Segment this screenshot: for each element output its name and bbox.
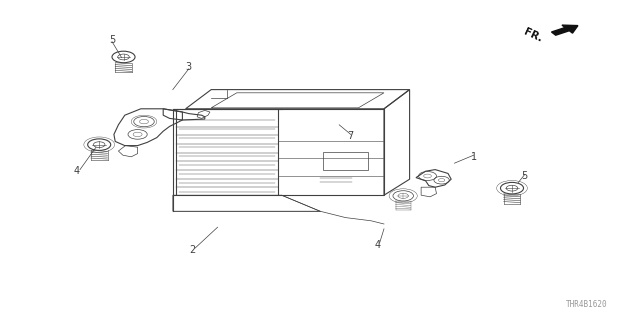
Text: THR4B1620: THR4B1620: [566, 300, 608, 309]
Text: 2: 2: [189, 244, 195, 255]
FancyArrow shape: [552, 25, 578, 35]
Text: 5: 5: [109, 35, 115, 45]
Bar: [323, 152, 368, 170]
Text: 1: 1: [470, 152, 477, 162]
Text: 7: 7: [348, 131, 354, 141]
Text: 5: 5: [522, 171, 528, 181]
Text: 3: 3: [186, 62, 192, 72]
Text: 4: 4: [74, 166, 80, 176]
Text: FR.: FR.: [522, 27, 544, 44]
Text: 4: 4: [374, 240, 381, 250]
